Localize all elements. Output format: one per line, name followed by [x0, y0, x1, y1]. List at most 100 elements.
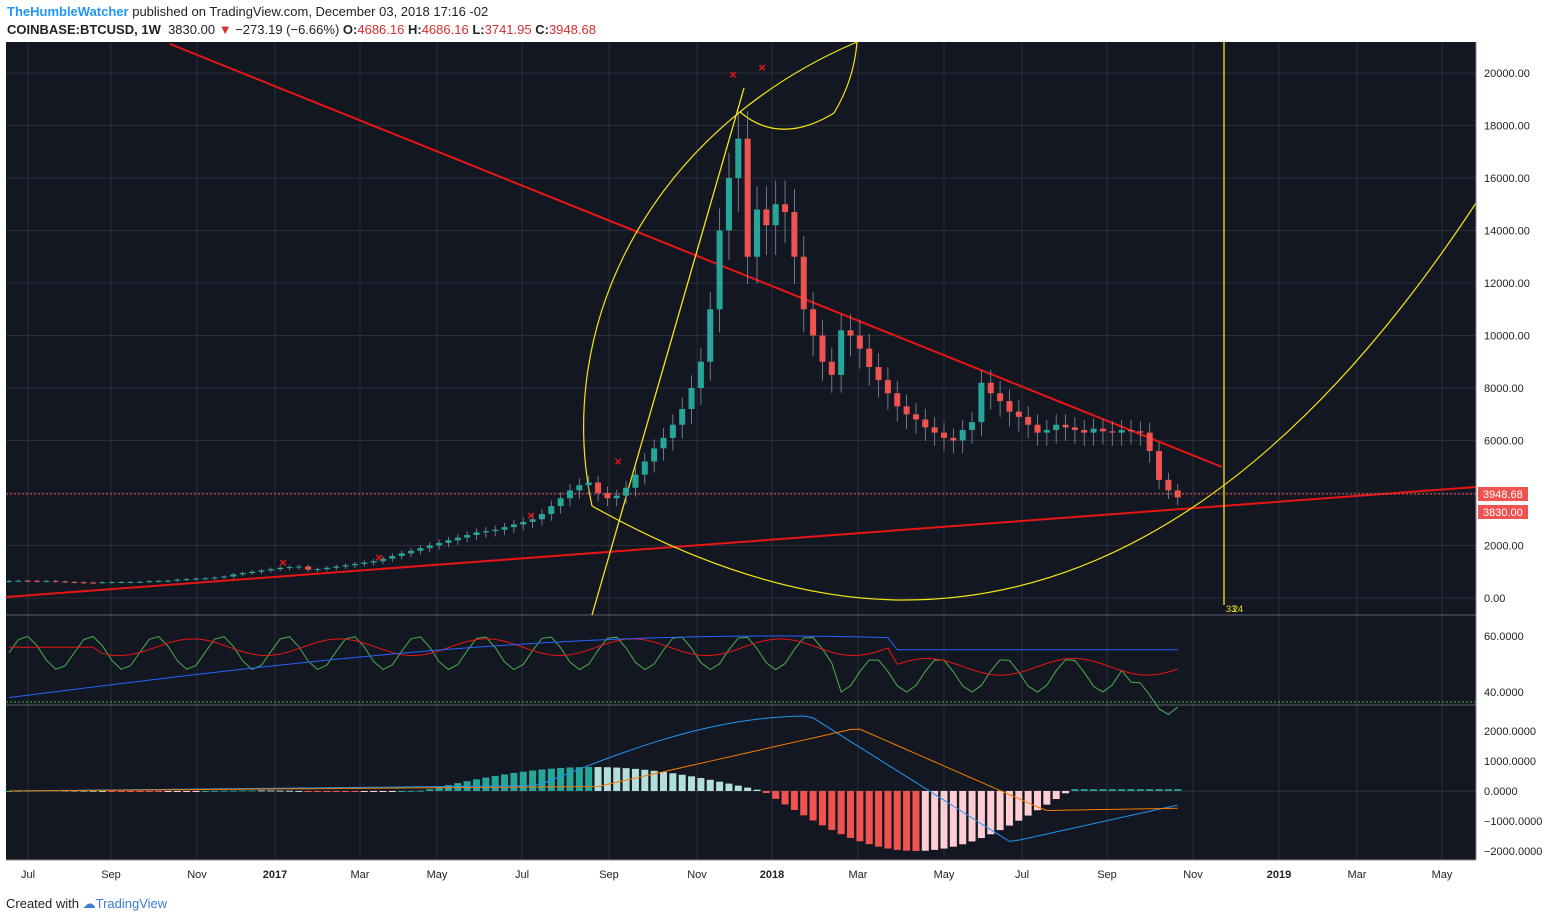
grid — [6, 42, 1476, 860]
x-tick-label: Mar — [1348, 869, 1367, 881]
macd-histogram-bar — [482, 777, 490, 791]
macd-histogram-bar — [968, 791, 976, 842]
x-tick-label: Jul — [1015, 869, 1029, 881]
macd-histogram-bar — [996, 791, 1004, 831]
candle-body — [987, 382, 994, 394]
candle-body — [697, 361, 704, 388]
macd-histogram-bar — [501, 774, 509, 791]
candle-body — [1015, 411, 1022, 417]
candle-body — [146, 581, 153, 583]
macd-histogram-bar — [351, 791, 359, 792]
x-marker-icon: × — [375, 550, 383, 565]
macd-histogram-bar — [875, 791, 883, 847]
candle-body — [931, 427, 938, 433]
candle-body — [941, 432, 947, 438]
macd-histogram-bar — [370, 791, 378, 792]
macd-histogram-bar — [127, 791, 135, 792]
candle-body — [660, 437, 667, 449]
time-marker-label: 24 — [1233, 604, 1243, 614]
candle-body — [1099, 428, 1106, 432]
candle-body — [613, 495, 620, 499]
x-tick-label: Nov — [687, 869, 707, 881]
macd-histogram-bar — [473, 779, 480, 791]
candle-body — [819, 335, 826, 362]
candle-body — [1034, 424, 1041, 433]
y-tick-label: 20000.00 — [1484, 68, 1530, 80]
candle-body — [875, 367, 882, 381]
x-tick-label: Sep — [599, 869, 619, 881]
macd-histogram-bar — [192, 791, 200, 792]
price-tag-close: 3948.68 — [1483, 489, 1523, 501]
candle-body — [80, 582, 87, 584]
candle-body — [34, 580, 41, 582]
candle-body — [688, 388, 695, 409]
close-value: 3948.68 — [548, 22, 596, 37]
macd-histogram-bar — [603, 767, 611, 791]
macd-histogram-bar — [426, 789, 434, 791]
y-tick-label: 12000.00 — [1484, 278, 1530, 290]
published-text: published on TradingView.com, December 0… — [132, 4, 489, 19]
macd-histogram-bar — [706, 779, 714, 791]
macd-histogram-bar — [155, 791, 163, 792]
candle-body — [567, 490, 573, 499]
candle-body — [810, 309, 817, 336]
macd-histogram-bar — [753, 789, 761, 791]
macd-histogram-bar — [865, 791, 873, 845]
macd-histogram-bar — [940, 791, 948, 849]
macd-histogram-bar — [762, 791, 770, 794]
y-tick-label: 16000.00 — [1484, 173, 1530, 185]
macd-histogram-bar — [276, 790, 284, 792]
candle-body — [108, 582, 115, 584]
macd-histogram-bar — [164, 791, 172, 792]
candle-body — [585, 482, 592, 486]
candle-body — [305, 566, 312, 570]
candle-body — [1174, 490, 1181, 498]
candle-body — [501, 527, 508, 530]
macd-histogram-bar — [650, 770, 658, 791]
macd-histogram-bar — [388, 791, 396, 792]
candle-body — [239, 573, 246, 575]
macd-histogram-bar — [641, 769, 649, 791]
macd-histogram-bar — [99, 790, 106, 792]
y-tick-label: 2000.00 — [1484, 541, 1524, 553]
macd-histogram-bar — [1099, 789, 1107, 791]
candle-body — [118, 581, 125, 583]
macd-y-tick: 1000.0000 — [1484, 756, 1536, 768]
close-label: C: — [535, 22, 549, 37]
osc-line-blue — [8, 635, 1178, 699]
osc-line-green — [8, 635, 1179, 715]
osc-y-tick: 40.0000 — [1484, 687, 1524, 699]
y-tick-label: 10000.00 — [1484, 331, 1530, 343]
y-tick-label: 8000.00 — [1484, 383, 1524, 395]
macd-histogram-bar — [781, 791, 789, 805]
candle-body — [164, 580, 171, 582]
macd-histogram-bar — [257, 790, 265, 792]
macd-histogram-bar — [790, 791, 798, 811]
candle-body — [473, 532, 480, 535]
x-tick-label: May — [1432, 869, 1453, 881]
candle-body — [295, 566, 302, 568]
macd-histogram-bar — [1108, 789, 1116, 791]
author-link[interactable]: TheHumbleWatcher — [7, 4, 129, 19]
open-label: O: — [342, 22, 358, 37]
x-tick-label: Jul — [515, 869, 529, 881]
candle-body — [314, 569, 321, 571]
macd-histogram-bar — [837, 791, 845, 835]
gann-circle-upper — [583, 41, 858, 507]
macd-histogram-bar — [80, 790, 88, 792]
macd-histogram-bar — [211, 790, 219, 792]
tradingview-link[interactable]: TradingView — [95, 896, 168, 911]
macd-histogram-bar — [108, 791, 116, 792]
drawings — [5, 41, 1477, 616]
candle-body — [1137, 431, 1144, 433]
candle-body — [1043, 430, 1050, 433]
candle-body — [735, 138, 742, 178]
macd-histogram-bar — [435, 787, 443, 791]
candle-body — [361, 562, 368, 564]
macd-histogram-bar — [688, 776, 696, 791]
macd-histogram-bar — [557, 768, 565, 791]
x-marker-icon: × — [758, 60, 766, 75]
price-tag-bg — [1478, 505, 1528, 519]
